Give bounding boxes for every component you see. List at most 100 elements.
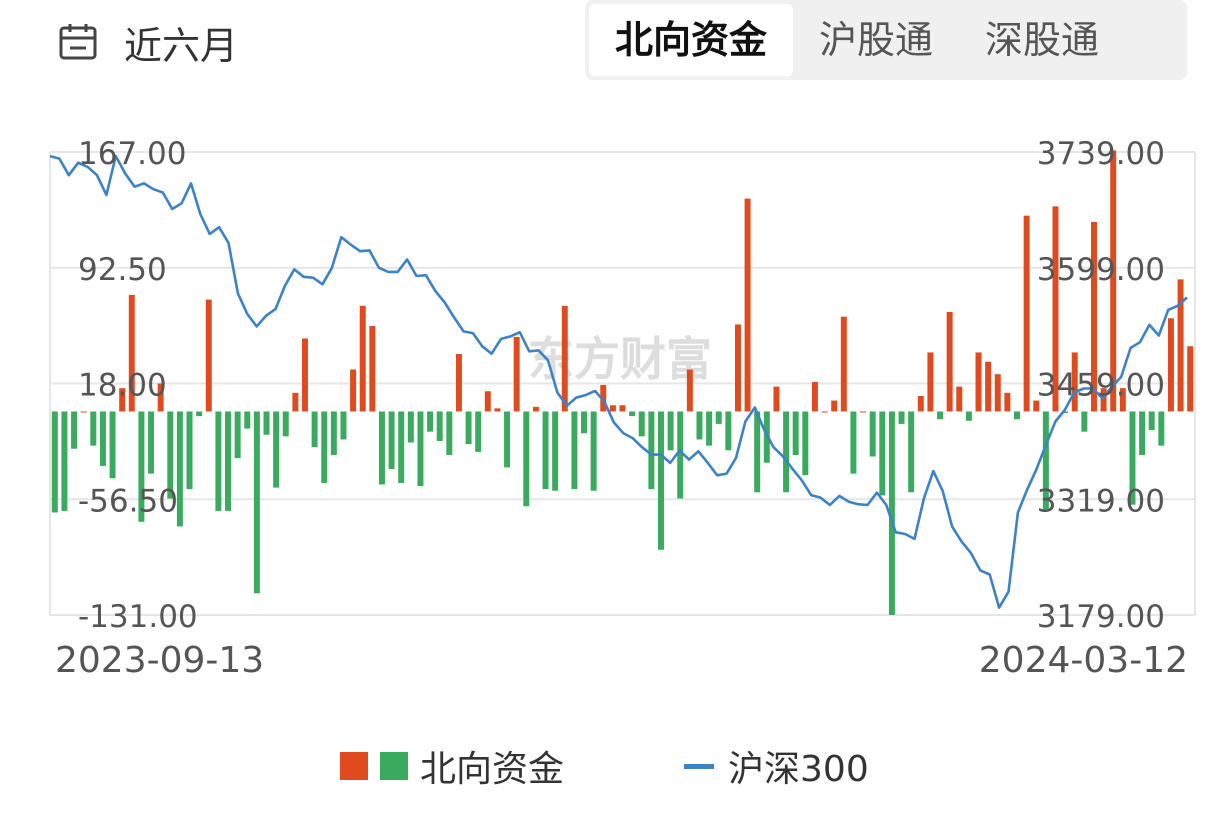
flow-bar <box>571 411 578 490</box>
flow-bar <box>465 411 472 445</box>
flow-bar <box>119 388 126 412</box>
flow-bar <box>263 411 270 435</box>
flow-bar <box>148 411 155 474</box>
flow-bar <box>330 411 337 455</box>
index-line <box>49 154 1188 609</box>
flow-bar <box>196 411 203 417</box>
legend: 北向资金 沪深300 <box>340 740 869 792</box>
flow-bar <box>407 411 414 443</box>
left-tick-label: -131.00 <box>78 599 198 635</box>
flow-bar <box>811 381 818 412</box>
flow-bar <box>869 411 876 457</box>
tab-northbound[interactable]: 北向资金 <box>589 4 794 76</box>
x-start-label: 2023-09-13 <box>55 640 264 681</box>
flow-bar <box>378 411 385 485</box>
watermark: 东方财富 <box>528 332 712 386</box>
northbound-flow-chart: 东方财富 167.00 92.50 18.00 -56.50 -131.00 3739.00… <box>49 136 1196 681</box>
flow-bar <box>1100 388 1107 412</box>
right-tick-label: 3739.00 <box>1037 136 1165 172</box>
flow-bar <box>638 411 645 437</box>
flow-bar <box>840 316 847 412</box>
flow-bar <box>667 411 674 451</box>
legend-outflow-swatch <box>380 752 408 780</box>
flow-bar <box>1158 411 1165 446</box>
flow-bar <box>696 411 703 440</box>
flow-bar <box>157 383 164 412</box>
flow-bar <box>398 411 405 483</box>
flow-bar <box>1004 392 1011 412</box>
legend-inflow-swatch <box>340 752 368 780</box>
flow-bar <box>946 312 953 412</box>
flow-bar <box>455 353 462 412</box>
left-tick-label: 167.00 <box>78 136 186 172</box>
flow-bar <box>417 411 424 487</box>
flow-bar <box>648 411 655 490</box>
flow-bar <box>975 352 982 412</box>
flow-bar <box>350 369 357 412</box>
flow-bar <box>215 411 222 511</box>
period-label: 近六月 <box>124 23 239 68</box>
calendar-icon <box>59 24 97 60</box>
flow-bar <box>311 411 318 448</box>
flow-bar <box>1177 279 1184 412</box>
flow-bar <box>831 400 838 412</box>
period-selector[interactable]: 近六月 <box>58 14 238 70</box>
flow-bar <box>244 411 251 429</box>
flow-bar <box>965 411 972 421</box>
flow-bar <box>292 392 299 412</box>
flow-bar <box>994 374 1001 412</box>
flow-bar <box>609 405 616 412</box>
flow-bar <box>523 411 530 507</box>
flow-bar <box>1090 221 1097 412</box>
flow-bar <box>937 411 944 420</box>
flow-bar <box>927 352 934 412</box>
flow-bar <box>302 338 308 412</box>
flow-bar <box>783 411 790 493</box>
flow-bar <box>734 324 741 412</box>
flow-bar <box>821 411 828 413</box>
right-tick-label: 3319.00 <box>1037 483 1165 519</box>
flow-bar <box>1071 352 1078 412</box>
flow-bar <box>1110 150 1117 412</box>
flow-bar <box>802 411 809 476</box>
flow-bar <box>542 411 549 490</box>
flow-bar <box>629 411 636 417</box>
flow-bar <box>1119 388 1126 412</box>
flow-bar <box>1023 215 1030 412</box>
flow-bar <box>532 406 539 412</box>
flow-bar <box>1014 411 1020 420</box>
flow-bar <box>850 411 857 474</box>
flow-bar <box>90 411 97 446</box>
flow-bar <box>754 411 761 493</box>
flow-bar <box>427 411 434 432</box>
flow-bar <box>1042 411 1049 510</box>
flow-bar <box>706 411 713 446</box>
flow-bar <box>715 411 722 424</box>
tab-shenzhen-connect[interactable]: 深股通 <box>985 18 1100 62</box>
flow-bar <box>581 411 587 434</box>
flow-bar <box>619 405 626 412</box>
left-tick-label: 92.50 <box>78 252 167 288</box>
flow-bar <box>985 361 992 412</box>
flow-bar <box>436 411 443 441</box>
flow-bar <box>494 408 501 412</box>
flow-bar <box>1167 318 1174 412</box>
flow-bar <box>1187 346 1194 412</box>
flow-bar <box>908 411 915 493</box>
left-tick-label: -56.50 <box>78 483 178 519</box>
legend-index-line <box>684 763 715 769</box>
flow-bar <box>321 411 328 483</box>
flow-bar <box>475 411 482 452</box>
flow-bar <box>552 411 559 491</box>
flow-bar <box>273 411 280 488</box>
flow-bar <box>369 326 376 412</box>
flow-bar <box>504 411 511 468</box>
flow-bar <box>205 299 212 412</box>
flow-bar <box>388 411 395 469</box>
flow-bar <box>888 411 895 615</box>
tab-shanghai-connect[interactable]: 沪股通 <box>819 18 934 62</box>
x-end-label: 2024-03-12 <box>979 640 1188 681</box>
flow-bar <box>677 411 684 499</box>
flow-bar <box>138 411 145 522</box>
flow-bar <box>686 369 693 412</box>
